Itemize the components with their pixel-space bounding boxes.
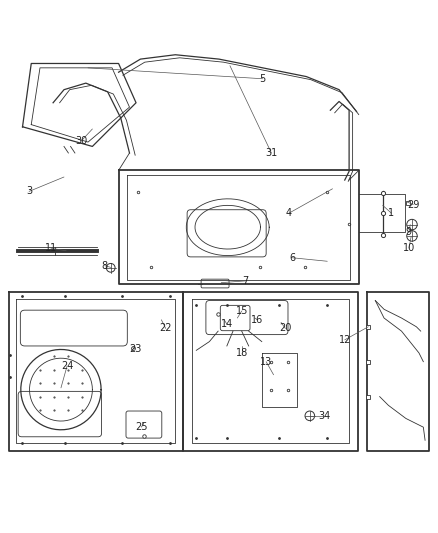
Text: 9: 9	[406, 228, 412, 237]
Text: 12: 12	[339, 335, 351, 345]
Text: 10: 10	[403, 243, 415, 253]
Text: 22: 22	[159, 324, 172, 334]
Text: 31: 31	[265, 148, 278, 158]
Text: 34: 34	[318, 411, 331, 421]
Text: 29: 29	[407, 199, 420, 209]
Text: 7: 7	[242, 276, 248, 286]
Text: 24: 24	[61, 361, 73, 371]
Text: 5: 5	[260, 74, 266, 84]
Text: 8: 8	[102, 261, 108, 271]
Text: 16: 16	[251, 315, 264, 325]
Text: 20: 20	[279, 324, 292, 334]
Text: 3: 3	[26, 187, 32, 196]
Text: 13: 13	[260, 357, 272, 367]
Text: 15: 15	[236, 306, 248, 316]
Text: 30: 30	[75, 136, 88, 146]
Text: 25: 25	[135, 422, 148, 432]
Text: 11: 11	[45, 243, 57, 253]
Text: 14: 14	[221, 319, 233, 329]
Text: 1: 1	[389, 208, 395, 218]
Text: 4: 4	[286, 208, 292, 218]
Text: 23: 23	[129, 344, 141, 353]
Text: 6: 6	[289, 253, 295, 263]
Text: 18: 18	[236, 348, 248, 358]
